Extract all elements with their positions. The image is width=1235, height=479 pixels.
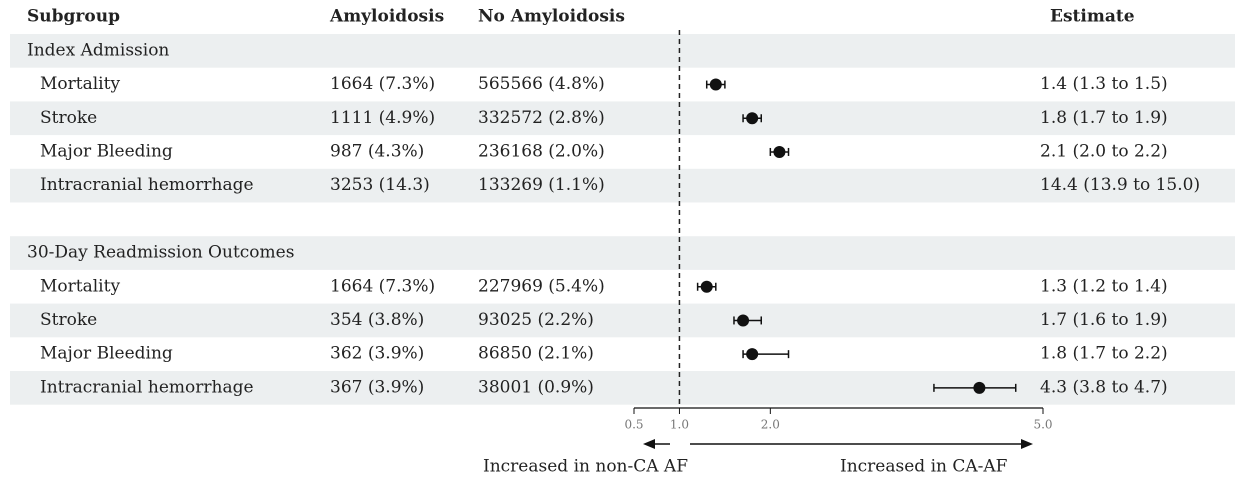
estimate-point <box>773 145 786 158</box>
estimate-point <box>973 381 986 394</box>
plot-area <box>696 78 1017 394</box>
subgroup: Mortality <box>40 74 120 94</box>
estimate-label: 1.7 (1.6 to 1.9) <box>1040 310 1168 330</box>
subgroup: Major Bleeding <box>40 344 173 364</box>
no-amyloidosis: 227969 (5.4%) <box>478 276 605 296</box>
estimate-label: 1.3 (1.2 to 1.4) <box>1040 276 1168 296</box>
column-header: Amyloidosis <box>329 7 444 27</box>
no-amyloidosis: 93025 (2.2%) <box>478 310 594 330</box>
subgroup: Stroke <box>40 310 97 330</box>
subgroup: Mortality <box>40 276 120 296</box>
row-shade <box>10 168 1235 203</box>
row-shade <box>10 303 1235 338</box>
group-title: 30-Day Readmission Outcomes <box>27 243 294 263</box>
amyloidosis: 3253 (14.3) <box>330 175 430 195</box>
subgroup: Stroke <box>40 108 97 128</box>
subgroup: Intracranial hemorrhage <box>40 377 254 397</box>
row-shade <box>10 34 1235 68</box>
arrow-label: Increased in non-CA AF <box>483 457 688 477</box>
amyloidosis: 354 (3.8%) <box>330 310 424 330</box>
estimate-label: 2.1 (2.0 to 2.2) <box>1040 141 1168 161</box>
no-amyloidosis: 38001 (0.9%) <box>478 377 594 397</box>
arrow-label: Increased in CA-AF <box>840 457 1008 477</box>
subgroup: Intracranial hemorrhage <box>40 175 254 195</box>
estimate-point <box>737 314 750 327</box>
no-amyloidosis: 133269 (1.1%) <box>478 175 605 195</box>
amyloidosis: 1664 (7.3%) <box>330 74 435 94</box>
rows: Index Admission Mortality 1664 (7.3%) 56556… <box>27 40 1200 397</box>
group-title: Index Admission <box>27 40 169 60</box>
arrow-head <box>1021 439 1033 449</box>
amyloidosis: 367 (3.9%) <box>330 377 424 397</box>
amyloidosis: 1664 (7.3%) <box>330 276 435 296</box>
subgroup: Major Bleeding <box>40 141 173 161</box>
arrow-head <box>643 439 655 449</box>
x-tick-label: 0.5 <box>624 418 643 432</box>
row-shade <box>10 371 1235 405</box>
estimate-label: 1.8 (1.7 to 2.2) <box>1040 344 1168 364</box>
no-amyloidosis: 565566 (4.8%) <box>478 74 605 94</box>
estimate-point <box>746 348 759 361</box>
amyloidosis: 987 (4.3%) <box>330 141 424 161</box>
x-tick-label: 5.0 <box>1033 418 1052 432</box>
x-tick-label: 1.0 <box>670 418 689 432</box>
estimate-point <box>709 78 722 91</box>
row-backgrounds <box>10 34 1235 405</box>
estimate-label: 14.4 (13.9 to 15.0) <box>1040 175 1200 195</box>
estimate-point <box>746 112 759 125</box>
no-amyloidosis: 236168 (2.0%) <box>478 141 605 161</box>
no-amyloidosis: 332572 (2.8%) <box>478 108 605 128</box>
amyloidosis: 1111 (4.9%) <box>330 108 435 128</box>
no-amyloidosis: 86850 (2.1%) <box>478 344 594 364</box>
estimate-label: 1.8 (1.7 to 1.9) <box>1040 108 1168 128</box>
column-header: Estimate <box>1050 7 1135 27</box>
estimate-label: 4.3 (3.8 to 4.7) <box>1040 377 1168 397</box>
x-axis: 0.5 1.0 2.0 5.0 <box>624 30 1053 432</box>
x-tick-label: 2.0 <box>761 418 780 432</box>
estimate-point <box>700 280 713 293</box>
row-shade <box>10 101 1235 136</box>
amyloidosis: 362 (3.9%) <box>330 344 424 364</box>
column-header: No Amyloidosis <box>478 7 625 27</box>
row-shade <box>10 236 1235 270</box>
estimate-label: 1.4 (1.3 to 1.5) <box>1040 74 1168 94</box>
column-header: Subgroup <box>27 7 120 27</box>
